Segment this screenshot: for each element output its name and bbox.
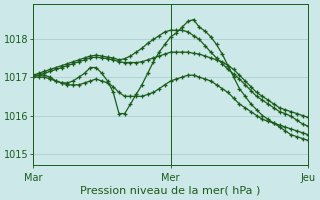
X-axis label: Pression niveau de la mer( hPa ): Pression niveau de la mer( hPa ) <box>80 186 261 196</box>
